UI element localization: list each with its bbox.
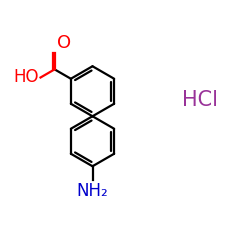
Text: NH₂: NH₂ xyxy=(76,182,108,200)
Text: HCl: HCl xyxy=(182,90,218,110)
Text: O: O xyxy=(56,34,71,52)
Text: HO: HO xyxy=(14,68,39,86)
